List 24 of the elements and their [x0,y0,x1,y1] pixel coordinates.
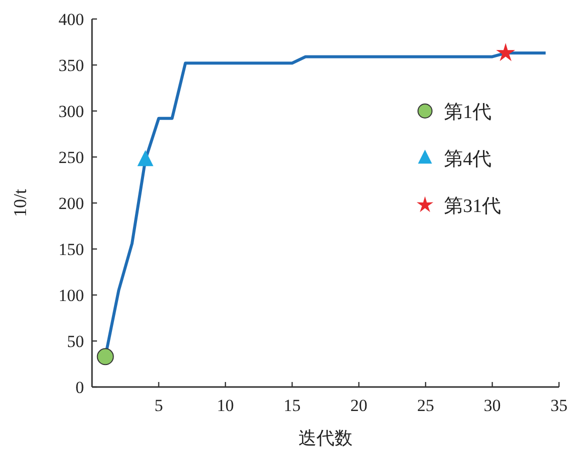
y-tick-label: 150 [58,240,84,259]
y-axis-title: 10/t [10,188,30,218]
x-tick-label: 30 [484,396,501,415]
legend-label: 第31代 [444,196,501,217]
x-tick-label: 35 [550,396,568,415]
x-tick-label: 15 [284,396,301,415]
y-tick-label: 400 [58,10,84,29]
y-tick-label: 250 [58,148,84,167]
point [496,43,516,62]
legend-label: 第1代 [444,102,492,123]
point [137,150,154,166]
x-axis-title: 迭代数 [298,428,352,448]
x-tick-label: 10 [216,396,234,415]
y-tick-label: 0 [76,378,84,397]
x-tick-label: 25 [417,396,434,415]
legend-label: 第4代 [444,149,492,170]
x-tick-label: 20 [350,396,368,415]
y-tick-label: 350 [58,56,84,75]
y-tick-label: 200 [58,194,84,213]
y-tick-label: 50 [67,332,84,351]
y-tick-label: 100 [58,286,84,305]
x-tick-label: 5 [154,396,163,415]
y-tick-label: 300 [58,102,84,121]
point [96,348,114,366]
